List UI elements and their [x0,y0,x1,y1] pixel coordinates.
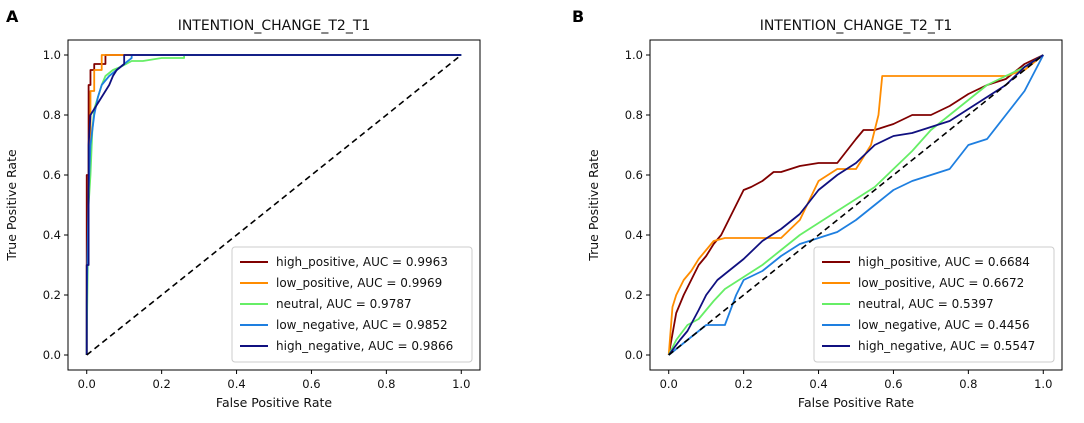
legend: high_positive, AUC = 0.6684 low_positive,… [813,246,1055,363]
y-tick-label: 0.2 [625,288,643,302]
roc-chart-panel-a: A INTENTION_CHANGE_T2_T1 0.0 0.2 0.4 0.6 0.8 1.… [4,7,481,410]
x-tick-label: 0.0 [78,377,96,391]
y-tick-label: 0.6 [625,168,643,182]
roc-chart-b: B INTENTION_CHANGE_T2_T1 0.0 0.2 0.4 0.6 0.8 1.… [572,7,1063,410]
legend-box [813,246,1055,363]
x-tick-label: 0.6 [884,377,902,391]
legend-entry: neutral, AUC = 0.9787 [276,297,412,311]
chart-title: INTENTION_CHANGE_T2_T1 [178,18,371,34]
y-tick-label: 0.8 [43,108,61,122]
roc-line-neutral [667,54,1044,356]
legend: high_positive, AUC = 0.9963 low_positive,… [231,246,473,363]
y-axis-label: True Positive Rate [586,149,601,262]
plot-frame [67,39,481,371]
plot-frame [649,39,1063,371]
y-tick-label: 0.4 [625,228,643,242]
x-tick-label: 0.2 [152,377,170,391]
x-axis-label: False Positive Rate [216,395,332,410]
panel-letter: B [572,7,584,26]
y-tick-label: 0.8 [625,108,643,122]
legend-entry: neutral, AUC = 0.5397 [858,297,994,311]
legend-entry: high_positive, AUC = 0.6684 [858,255,1030,269]
x-tick-label: 0.8 [377,377,395,391]
roc-line-low-positive [667,54,1044,356]
legend-entry: low_negative, AUC = 0.4456 [858,318,1030,332]
legend-entry: low_positive, AUC = 0.9969 [276,276,442,290]
x-tick-label: 0.6 [302,377,320,391]
legend-box [231,246,473,363]
y-tick-label: 0.0 [625,348,643,362]
x-tick-label: 0.2 [734,377,752,391]
x-tick-label: 0.8 [959,377,977,391]
legend-entry: low_negative, AUC = 0.9852 [276,318,448,332]
legend-entry: high_negative, AUC = 0.5547 [858,339,1035,353]
y-tick-label: 0.0 [43,348,61,362]
roc-line-high-negative [85,54,462,355]
y-tick-label: 0.2 [43,288,61,302]
x-tick-label: 0.0 [660,377,678,391]
x-tick-label: 1.0 [452,377,470,391]
x-tick-label: 0.4 [227,377,245,391]
legend-entry: high_negative, AUC = 0.9866 [276,339,453,353]
panel-letter: A [6,7,19,26]
chart-title: INTENTION_CHANGE_T2_T1 [760,18,953,34]
y-tick-label: 0.4 [43,228,61,242]
legend-entry: low_positive, AUC = 0.6672 [858,276,1024,290]
x-axis-label: False Positive Rate [798,395,914,410]
x-tick-label: 0.4 [809,377,827,391]
roc-line-high-negative [668,54,1044,356]
plot-area [667,54,1045,356]
x-tick-label: 1.0 [1034,377,1052,391]
legend-entry: high_positive, AUC = 0.9963 [276,255,448,269]
roc-line-high-positive [667,54,1044,356]
y-tick-label: 0.6 [43,168,61,182]
y-axis-label: True Positive Rate [4,149,19,262]
roc-line-neutral [85,54,462,355]
y-tick-label: 1.0 [625,48,643,62]
roc-chart-panel-b: B INTENTION_CHANGE_T2_T1 0.0 0.2 0.4 0.6 0.8 1.… [542,0,1084,423]
roc-chart-a: A INTENTION_CHANGE_T2_T1 0.0 0.2 0.4 0.6 0.8 1.… [4,7,481,410]
plot-area [85,54,462,356]
y-tick-label: 1.0 [43,48,61,62]
roc-line-low-negative [668,54,1045,356]
